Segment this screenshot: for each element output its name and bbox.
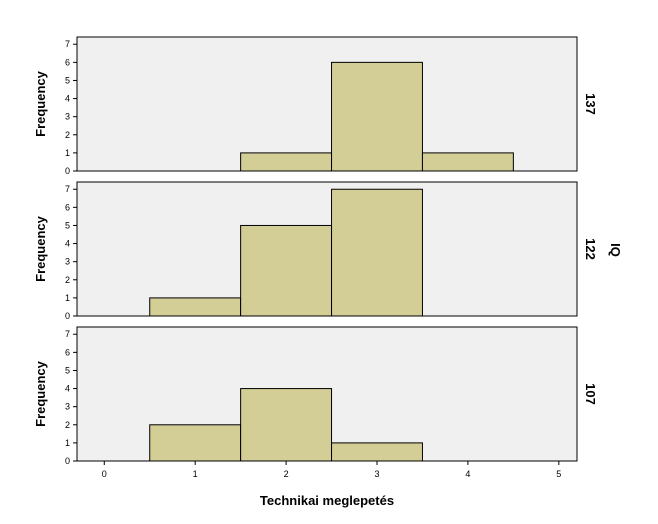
y-tick-label: 6 [65,57,70,67]
y-tick-label: 5 [65,365,70,375]
x-tick-label: 4 [465,469,470,479]
x-axis: 0 1 2 3 4 5 [102,461,561,479]
y-tick-label: 0 [65,166,70,176]
panel-background [76,36,578,172]
y-tick-label: 2 [65,275,70,285]
bar [331,188,423,317]
y-tick-label: 3 [65,257,70,267]
y-tick-label: 7 [65,329,70,339]
y-tick-label: 4 [65,94,70,104]
y-tick-label: 5 [65,220,70,230]
bar [331,442,423,462]
y-tick-label: 0 [65,456,70,466]
y-axis-title: Frequency [33,70,48,137]
y-tick-label: 5 [65,75,70,85]
x-tick-label: 2 [284,469,289,479]
bar [421,152,514,172]
bar [240,224,333,317]
x-tick-label: 3 [374,469,379,479]
y-tick-label: 0 [65,311,70,321]
panel-label: 107 [583,383,598,405]
panel-122: 0 1 2 3 4 5 6 7 Frequency 122 [33,181,598,321]
y-tick-label: 2 [65,420,70,430]
panel-137: 0 1 2 3 4 5 6 7 Frequency 137 [33,36,598,176]
y-tick-label: 2 [65,130,70,140]
y-tick-label: 7 [65,184,70,194]
y-tick-label: 7 [65,39,70,49]
y-axis-title: Frequency [33,215,48,282]
y-axis-title: Frequency [33,360,48,427]
x-tick-label: 1 [193,469,198,479]
panel-label: 122 [583,238,598,260]
y-tick-label: 1 [65,148,70,158]
bar [149,424,242,462]
y-tick-label: 4 [65,384,70,394]
panel-label: 137 [583,93,598,115]
y-tick-label: 4 [65,239,70,249]
bar [240,152,333,172]
y-tick-label: 3 [65,402,70,412]
y-tick-label: 6 [65,202,70,212]
x-tick-label: 0 [102,469,107,479]
y-tick-label: 6 [65,347,70,357]
bar [331,61,423,172]
x-tick-label: 5 [556,469,561,479]
bar [149,297,242,317]
x-axis-title: Technikai meglepetés [260,493,394,508]
y-tick-label: 3 [65,112,70,122]
y-tick-label: 1 [65,438,70,448]
row-variable-label: IQ [608,243,623,257]
y-tick-label: 1 [65,293,70,303]
panel-107: 0 1 2 3 4 5 6 7 Frequency 107 [33,326,598,466]
bar [240,388,333,462]
